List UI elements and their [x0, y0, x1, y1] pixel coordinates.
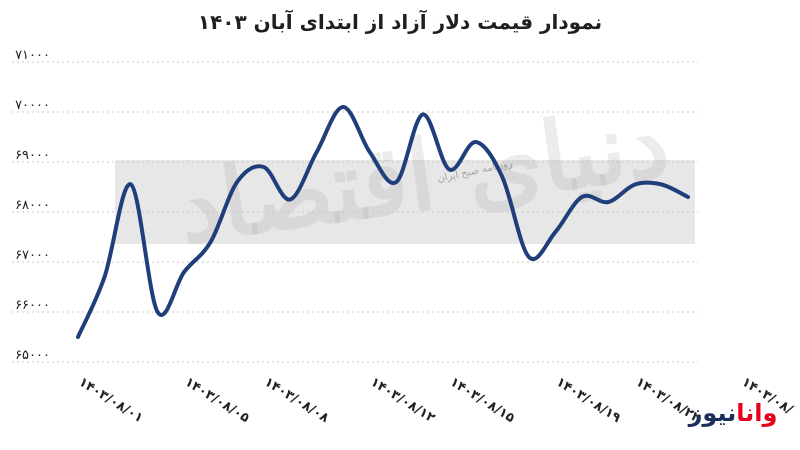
- logo-part-a: وانا: [736, 399, 778, 427]
- x-tick-label: ۱۴۰۳/۰۸/۱۲: [368, 375, 438, 426]
- y-tick-label: ۶۵۰۰۰: [15, 348, 50, 363]
- y-tick-label: ۶۸۰۰۰: [15, 198, 50, 213]
- y-tick-label: ۶۶۰۰۰: [15, 298, 50, 313]
- chart-title: نمودار قیمت دلار آزاد از ابتدای آبان ۱۴۰…: [197, 10, 603, 34]
- y-tick-label: ۷۰۰۰۰: [15, 98, 50, 113]
- logo-part-b: نیوز: [688, 399, 737, 427]
- y-tick-label: ۶۷۰۰۰: [15, 248, 50, 263]
- y-tick-label: ۶۹۰۰۰: [15, 148, 50, 163]
- x-tick-label: ۱۴۰۳/۰۸/۰۱: [76, 375, 146, 426]
- x-tick-label: ۱۴۰۳/۰۸/۱۹: [553, 375, 623, 426]
- x-tick-label: ۱۴۰۳/۰۸/۱۵: [447, 375, 517, 426]
- x-tick-label: ۱۴۰۳/۰۸/۰۸: [262, 375, 332, 426]
- series-line: [76, 105, 690, 339]
- y-tick-label: ۷۱۰۰۰: [15, 48, 50, 63]
- brand-logo: وانانیوز: [688, 395, 778, 431]
- x-tick-label: ۱۴۰۳/۰۸/۰۵: [182, 375, 252, 426]
